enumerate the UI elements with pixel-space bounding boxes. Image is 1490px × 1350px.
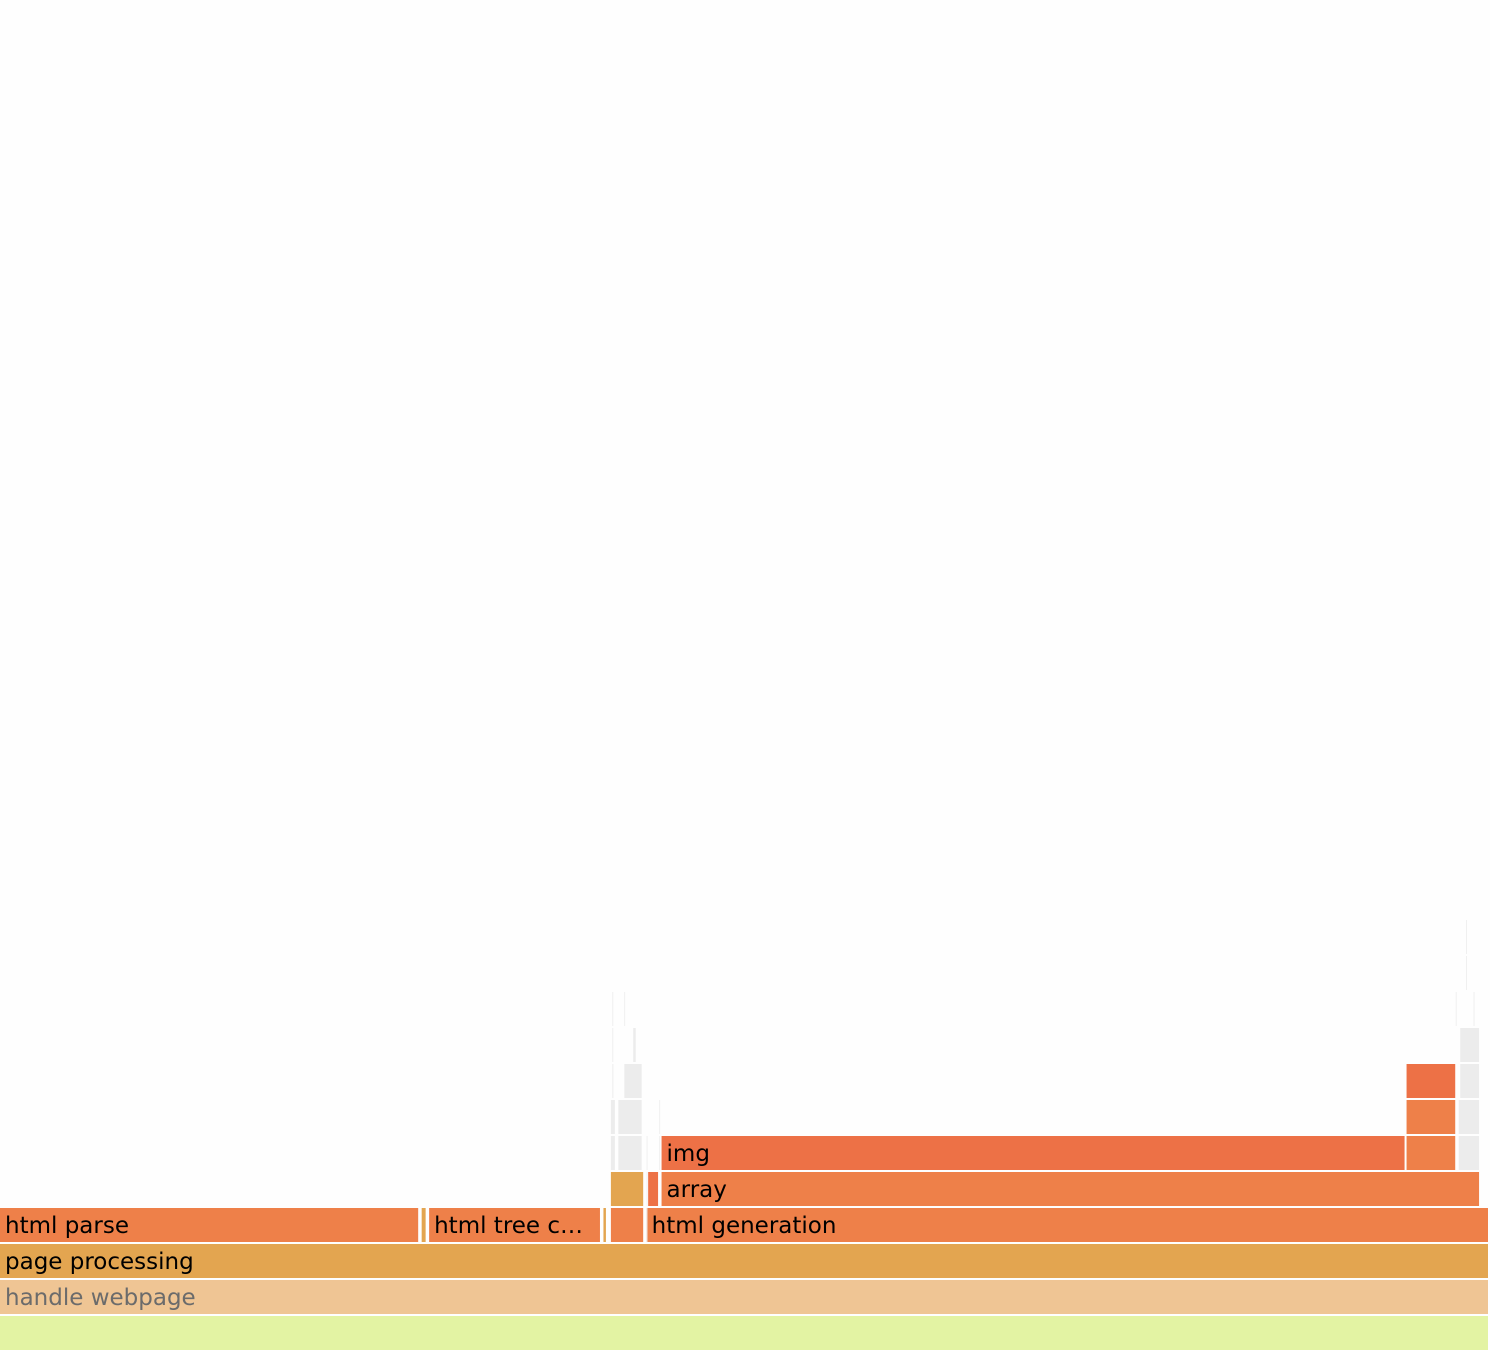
- frame-bar-unlabeled[interactable]: [659, 1136, 661, 1170]
- frame-label-html-tree-c: html tree c…: [434, 1213, 583, 1239]
- frame-unlabeled-4[interactable]: [421, 1208, 426, 1242]
- frame-unlabeled-30[interactable]: [659, 1100, 661, 1134]
- frame-bar-unlabeled[interactable]: [610, 1208, 644, 1242]
- frame-unlabeled-29[interactable]: [659, 1136, 661, 1170]
- frame-bar-unlabeled[interactable]: [612, 1064, 614, 1098]
- frame-unlabeled-13[interactable]: [1406, 1136, 1456, 1170]
- frame-unlabeled-36[interactable]: [1473, 992, 1475, 1026]
- frame-unlabeled-19[interactable]: [612, 1028, 614, 1062]
- frame-unlabeled-10[interactable]: [648, 1172, 659, 1206]
- frame-label-html-generation: html generation: [652, 1213, 837, 1239]
- frame-bar-unlabeled[interactable]: [624, 1064, 642, 1098]
- frame-label-html-parse: html parse: [5, 1213, 129, 1239]
- frame-bar-unlabeled[interactable]: [421, 1208, 426, 1242]
- frame-bar-unlabeled[interactable]: [610, 1100, 615, 1134]
- frame-img-12[interactable]: img: [661, 1136, 1405, 1170]
- frame-unlabeled-31[interactable]: [1458, 1136, 1480, 1170]
- frame-bar-unlabeled[interactable]: [618, 1136, 642, 1170]
- frame-bar-unlabeled[interactable]: [1460, 1064, 1480, 1098]
- frame-unlabeled-6[interactable]: [603, 1208, 606, 1242]
- frame-unlabeled-15[interactable]: [1406, 1064, 1456, 1098]
- frame-label-page-processing: page processing: [5, 1249, 194, 1275]
- frame-unlabeled-21[interactable]: [618, 1136, 642, 1170]
- frame-bar-unlabeled[interactable]: [1458, 1136, 1480, 1170]
- frame-handle-webpage-1[interactable]: handle webpage: [0, 1280, 1488, 1314]
- frame-unlabeled-16[interactable]: [610, 1136, 615, 1170]
- frame-unlabeled-17[interactable]: [610, 1100, 615, 1134]
- frame-bar-unlabeled[interactable]: [646, 1208, 648, 1242]
- frame-bar-unlabeled[interactable]: [1455, 992, 1457, 1026]
- frame-bar-unlabeled[interactable]: [624, 992, 626, 1026]
- frame-bar-unlabeled[interactable]: [659, 1100, 661, 1134]
- frame-array-11[interactable]: array: [661, 1172, 1480, 1206]
- frame-unlabeled-33[interactable]: [1460, 1064, 1480, 1098]
- frame-unlabeled-9[interactable]: [610, 1172, 644, 1206]
- frame-page-processing-2[interactable]: page processing: [0, 1244, 1488, 1278]
- frame-unlabeled-32[interactable]: [1458, 1100, 1480, 1134]
- frame-bar-html-generation[interactable]: [646, 1208, 1488, 1242]
- frame-bar-unlabeled[interactable]: [603, 1208, 606, 1242]
- frame-unlabeled-24[interactable]: [633, 1028, 636, 1062]
- frame-bar-page-processing[interactable]: [0, 1244, 1488, 1278]
- frame-bar-unlabeled[interactable]: [610, 1136, 615, 1170]
- frame-unlabeled-34[interactable]: [1460, 1028, 1480, 1062]
- frame-unlabeled-14[interactable]: [1406, 1100, 1456, 1134]
- frames-layer: handle webpage page processing html parse h…: [0, 920, 1488, 1350]
- frame-label-array: array: [667, 1177, 727, 1203]
- frame-html-tree-c-5[interactable]: html tree c…: [429, 1208, 600, 1242]
- frame-bar-unlabeled[interactable]: [1466, 956, 1467, 990]
- frame-label-img: img: [667, 1141, 710, 1167]
- frame-bar-unlabeled[interactable]: [612, 1028, 614, 1062]
- frame-unlabeled-25[interactable]: [624, 992, 626, 1026]
- frame-bar-unlabeled[interactable]: [646, 1172, 648, 1206]
- frame-bar-unlabeled[interactable]: [1466, 920, 1467, 954]
- frame-bar-unlabeled[interactable]: [633, 1028, 636, 1062]
- frame-bar-array[interactable]: [661, 1172, 1480, 1206]
- frame-unlabeled-23[interactable]: [624, 1064, 642, 1098]
- frame-bar-unlabeled[interactable]: [648, 1172, 659, 1206]
- frame-bar-unlabeled[interactable]: [1406, 1100, 1456, 1134]
- frame-bar-unlabeled[interactable]: [646, 1136, 648, 1170]
- frame-bar-handle-webpage[interactable]: [0, 1280, 1488, 1314]
- frame-bar-unlabeled[interactable]: [1473, 992, 1475, 1026]
- frame-bar-unlabeled[interactable]: [610, 1172, 644, 1206]
- frame-bar-unlabeled[interactable]: [0, 1316, 1488, 1350]
- frame-unlabeled-20[interactable]: [612, 992, 614, 1026]
- frame-unlabeled-26[interactable]: [646, 1208, 648, 1242]
- frame-unlabeled-27[interactable]: [646, 1172, 648, 1206]
- frame-unlabeled-0[interactable]: [0, 1316, 1488, 1350]
- frame-html-parse-3[interactable]: html parse: [0, 1208, 419, 1242]
- frame-bar-unlabeled[interactable]: [1406, 1136, 1456, 1170]
- frame-unlabeled-18[interactable]: [612, 1064, 614, 1098]
- frame-bar-html-parse[interactable]: [0, 1208, 419, 1242]
- frame-unlabeled-35[interactable]: [1455, 992, 1457, 1026]
- frame-html-generation-8[interactable]: html generation: [646, 1208, 1488, 1242]
- frame-label-handle-webpage: handle webpage: [5, 1285, 196, 1311]
- frame-bar-unlabeled[interactable]: [1458, 1100, 1480, 1134]
- frame-bar-html-tree-c[interactable]: [429, 1208, 600, 1242]
- frame-unlabeled-38[interactable]: [1466, 920, 1467, 954]
- frame-bar-unlabeled[interactable]: [1406, 1064, 1456, 1098]
- frame-bar-unlabeled[interactable]: [1460, 1028, 1480, 1062]
- frame-bar-img[interactable]: [661, 1136, 1405, 1170]
- frame-bar-unlabeled[interactable]: [618, 1100, 642, 1134]
- frame-unlabeled-22[interactable]: [618, 1100, 642, 1134]
- frame-unlabeled-7[interactable]: [610, 1208, 644, 1242]
- frame-bar-unlabeled[interactable]: [612, 992, 614, 1026]
- frame-unlabeled-37[interactable]: [1466, 956, 1467, 990]
- frame-unlabeled-28[interactable]: [646, 1136, 648, 1170]
